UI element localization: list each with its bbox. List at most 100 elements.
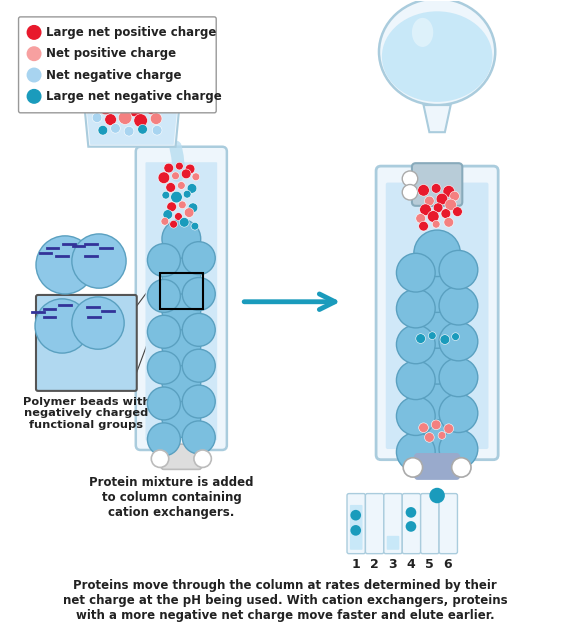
- Text: 3: 3: [388, 558, 397, 571]
- Circle shape: [416, 334, 425, 343]
- Ellipse shape: [412, 18, 433, 47]
- Circle shape: [35, 299, 89, 353]
- Circle shape: [164, 163, 174, 173]
- Circle shape: [419, 221, 429, 231]
- Circle shape: [439, 250, 478, 289]
- Circle shape: [162, 192, 170, 199]
- Circle shape: [429, 332, 436, 340]
- Circle shape: [406, 521, 416, 532]
- Circle shape: [414, 230, 461, 277]
- Circle shape: [396, 325, 435, 364]
- Text: Large net positive charge: Large net positive charge: [46, 26, 216, 39]
- FancyBboxPatch shape: [402, 493, 421, 554]
- Circle shape: [167, 202, 177, 212]
- Circle shape: [72, 234, 126, 288]
- Circle shape: [184, 208, 194, 217]
- Circle shape: [176, 163, 184, 170]
- Circle shape: [351, 525, 361, 536]
- Circle shape: [396, 397, 435, 435]
- Circle shape: [182, 349, 215, 382]
- Circle shape: [182, 385, 215, 418]
- Circle shape: [163, 210, 173, 219]
- Circle shape: [402, 185, 418, 200]
- Circle shape: [425, 433, 434, 442]
- Circle shape: [439, 430, 478, 468]
- FancyBboxPatch shape: [161, 444, 202, 469]
- Circle shape: [439, 322, 478, 361]
- Circle shape: [27, 26, 41, 39]
- Circle shape: [444, 424, 454, 433]
- Circle shape: [414, 374, 461, 420]
- Polygon shape: [83, 96, 180, 147]
- Circle shape: [178, 201, 186, 209]
- Circle shape: [414, 266, 461, 312]
- Text: 6: 6: [443, 558, 452, 571]
- Circle shape: [98, 125, 108, 135]
- Circle shape: [428, 210, 439, 222]
- Circle shape: [406, 507, 416, 518]
- Circle shape: [138, 125, 148, 134]
- Circle shape: [162, 255, 201, 294]
- FancyBboxPatch shape: [350, 505, 363, 550]
- Circle shape: [418, 185, 429, 196]
- Circle shape: [152, 125, 162, 135]
- Circle shape: [439, 358, 478, 397]
- Circle shape: [184, 190, 191, 198]
- Circle shape: [162, 327, 201, 365]
- Circle shape: [148, 351, 180, 384]
- Ellipse shape: [379, 0, 495, 105]
- Circle shape: [119, 111, 132, 125]
- Circle shape: [396, 433, 435, 471]
- FancyBboxPatch shape: [36, 295, 137, 391]
- Circle shape: [170, 220, 177, 228]
- Circle shape: [182, 278, 215, 311]
- Circle shape: [158, 172, 170, 183]
- Circle shape: [416, 214, 425, 223]
- Circle shape: [177, 181, 185, 190]
- Circle shape: [402, 171, 418, 186]
- Circle shape: [181, 169, 191, 179]
- Circle shape: [134, 114, 148, 127]
- Circle shape: [162, 291, 201, 330]
- Text: 4: 4: [406, 558, 416, 571]
- Text: 2: 2: [370, 558, 378, 571]
- Circle shape: [351, 510, 361, 520]
- Circle shape: [182, 421, 215, 454]
- Circle shape: [432, 220, 440, 228]
- Text: Proteins move through the column at rates determined by their
net charge at the : Proteins move through the column at rate…: [63, 579, 507, 622]
- Circle shape: [92, 113, 102, 122]
- Circle shape: [443, 185, 454, 197]
- FancyBboxPatch shape: [365, 493, 384, 554]
- Circle shape: [444, 217, 454, 227]
- Circle shape: [414, 338, 461, 384]
- Circle shape: [429, 488, 445, 503]
- Circle shape: [420, 204, 431, 215]
- Circle shape: [166, 183, 176, 192]
- Circle shape: [433, 203, 443, 212]
- Circle shape: [425, 196, 434, 206]
- Circle shape: [162, 399, 201, 437]
- FancyBboxPatch shape: [386, 536, 400, 550]
- Circle shape: [174, 212, 182, 220]
- FancyBboxPatch shape: [386, 183, 488, 449]
- Circle shape: [172, 172, 180, 180]
- Polygon shape: [87, 106, 177, 145]
- Circle shape: [36, 236, 94, 294]
- Circle shape: [27, 89, 41, 103]
- Circle shape: [124, 127, 134, 136]
- Circle shape: [151, 450, 169, 467]
- Circle shape: [419, 423, 429, 433]
- Text: Net negative charge: Net negative charge: [46, 69, 181, 81]
- Circle shape: [182, 242, 215, 275]
- Circle shape: [451, 333, 459, 340]
- Circle shape: [27, 47, 41, 60]
- FancyBboxPatch shape: [136, 147, 227, 450]
- FancyBboxPatch shape: [347, 493, 365, 554]
- FancyBboxPatch shape: [415, 454, 459, 479]
- Circle shape: [440, 335, 450, 345]
- Circle shape: [72, 297, 124, 349]
- Circle shape: [111, 123, 120, 133]
- Circle shape: [445, 199, 457, 210]
- Circle shape: [99, 101, 112, 115]
- Text: Protein mixture is added
to column containing
cation exchangers.: Protein mixture is added to column conta…: [89, 476, 254, 519]
